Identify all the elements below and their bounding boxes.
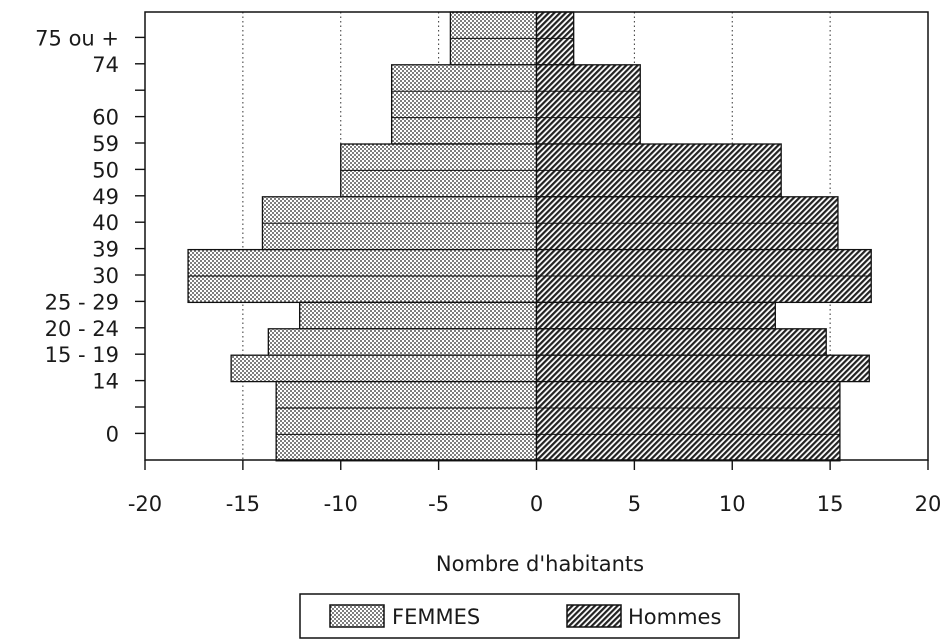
bars-layer bbox=[187, 11, 872, 462]
y-tick-label: 49 bbox=[92, 185, 119, 209]
y-tick-label: 39 bbox=[92, 238, 119, 262]
x-tick-label: 0 bbox=[530, 492, 543, 516]
bar-hommes bbox=[535, 301, 776, 330]
x-axis-label: Nombre d'habitants bbox=[436, 552, 644, 576]
legend-label-femmes: FEMMES bbox=[392, 605, 480, 629]
bar-femmes bbox=[275, 380, 538, 462]
y-tick-label: 14 bbox=[92, 370, 119, 394]
bar-femmes bbox=[267, 328, 538, 356]
bar-femmes bbox=[230, 354, 538, 383]
y-tick-label: 25 - 29 bbox=[45, 290, 119, 314]
y-tick-label: 15 - 19 bbox=[45, 343, 119, 367]
x-tick-label: 15 bbox=[817, 492, 844, 516]
legend-swatch-femmes bbox=[329, 604, 385, 628]
legend-item-femmes: FEMMES bbox=[329, 604, 480, 629]
bar-stripes-layer bbox=[188, 37, 872, 435]
x-tick-label: 5 bbox=[628, 492, 641, 516]
bar-hommes bbox=[535, 380, 841, 462]
x-tick-label: -10 bbox=[324, 492, 358, 516]
y-tick-label: 75 ou + bbox=[35, 26, 119, 50]
legend-item-hommes: Hommes bbox=[566, 604, 721, 629]
y-tick-label: 30 bbox=[92, 264, 119, 288]
legend-label-hommes: Hommes bbox=[628, 605, 721, 629]
bar-femmes bbox=[390, 64, 538, 145]
bar-hommes bbox=[535, 64, 641, 145]
bar-hommes bbox=[535, 354, 870, 383]
x-axis-ticks: -20 -15 -10 -5 0 5 10 15 20 bbox=[128, 460, 942, 516]
legend: FEMMES Hommes bbox=[299, 593, 740, 639]
y-tick-label: 60 bbox=[92, 106, 119, 130]
bar-femmes bbox=[298, 301, 538, 330]
y-tick-label: 74 bbox=[92, 53, 119, 77]
y-tick-label: 0 bbox=[106, 422, 119, 446]
y-tick-label: 50 bbox=[92, 158, 119, 182]
y-tick-label: 20 - 24 bbox=[45, 317, 119, 341]
y-tick-label: 59 bbox=[92, 132, 119, 156]
x-tick-label: 20 bbox=[915, 492, 942, 516]
x-tick-label: -5 bbox=[428, 492, 449, 516]
x-tick-label: -20 bbox=[128, 492, 162, 516]
y-tick-label: 40 bbox=[92, 211, 119, 235]
x-tick-label: -15 bbox=[226, 492, 260, 516]
x-tick-label: 10 bbox=[719, 492, 746, 516]
legend-swatch-hommes bbox=[566, 604, 622, 628]
bar-hommes bbox=[535, 328, 827, 356]
